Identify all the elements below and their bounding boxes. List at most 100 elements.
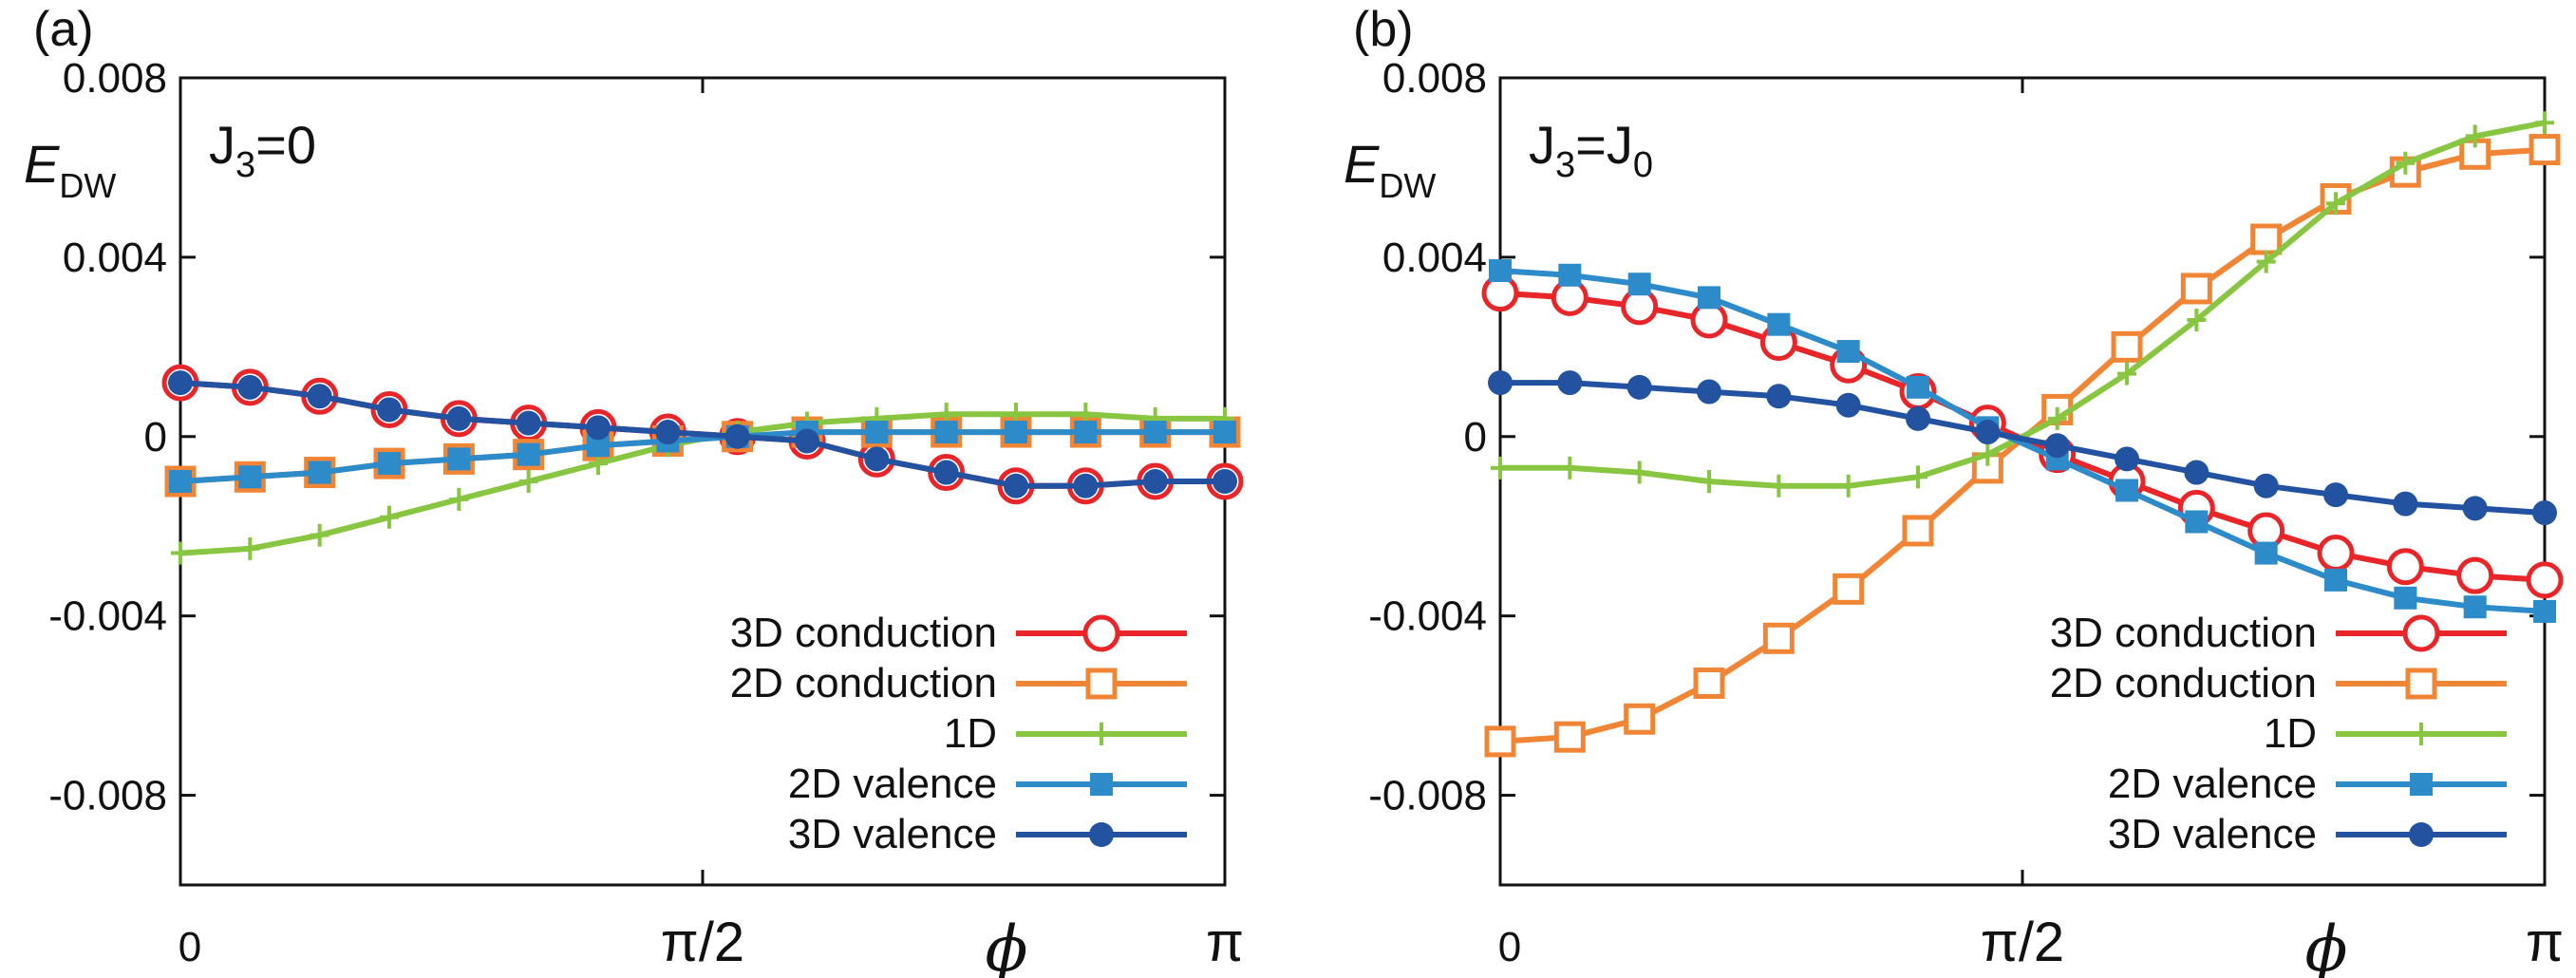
y-tick-label: 0.004 bbox=[1382, 235, 1487, 281]
data-point bbox=[2317, 535, 2355, 573]
data-point bbox=[2533, 599, 2557, 623]
legend-item: 1D bbox=[2264, 710, 2507, 757]
legend-marker bbox=[1092, 723, 1111, 745]
data-point bbox=[518, 470, 538, 493]
data-point bbox=[1902, 515, 1934, 547]
legend-label: 3D conduction bbox=[730, 610, 997, 656]
legend-label: 1D bbox=[2264, 710, 2317, 757]
legend-item: 3D conduction bbox=[2050, 610, 2507, 656]
data-point bbox=[865, 421, 889, 444]
data-point bbox=[1836, 340, 1860, 364]
data-point bbox=[2324, 568, 2348, 592]
data-point bbox=[2526, 561, 2564, 599]
data-point bbox=[307, 384, 332, 409]
data-point bbox=[933, 460, 959, 485]
data-point bbox=[2456, 556, 2494, 594]
series-line bbox=[179, 429, 1225, 484]
y-axis-label-sub: DW bbox=[59, 166, 116, 205]
data-point bbox=[2254, 541, 2278, 565]
legend-marker bbox=[2412, 723, 2431, 745]
x-tick-label: 0 bbox=[1498, 924, 1521, 970]
legend-marker bbox=[2405, 668, 2437, 700]
data-point bbox=[1558, 263, 1582, 287]
data-point bbox=[1833, 573, 1865, 605]
legend-item: 2D valence bbox=[2108, 761, 2507, 807]
data-point bbox=[1143, 421, 1167, 444]
legend-label: 3D valence bbox=[788, 811, 997, 857]
annotation-base: J bbox=[209, 115, 235, 175]
data-point bbox=[171, 541, 190, 565]
legend-item: 3D valence bbox=[788, 811, 1187, 857]
legend-item: 2D conduction bbox=[730, 660, 1187, 706]
data-point bbox=[1762, 622, 1795, 654]
data-point bbox=[517, 442, 540, 466]
y-tick-label: 0 bbox=[144, 414, 167, 461]
y-tick-label: 0.004 bbox=[63, 235, 167, 281]
series-line bbox=[179, 380, 1225, 489]
legend-label: 2D valence bbox=[2108, 761, 2317, 807]
series-3d-valence bbox=[168, 370, 1238, 498]
legend-marker bbox=[1085, 668, 1118, 700]
legend-marker bbox=[2410, 773, 2433, 796]
y-axis-label-main: E bbox=[24, 134, 60, 194]
data-point bbox=[2253, 473, 2279, 498]
legend-marker bbox=[1089, 822, 1114, 847]
data-point bbox=[1074, 421, 1098, 444]
legend-marker bbox=[1082, 614, 1120, 652]
legend-label: 2D conduction bbox=[730, 660, 997, 706]
data-point bbox=[1906, 375, 1929, 399]
data-point bbox=[1627, 273, 1651, 296]
data-point bbox=[2044, 433, 2070, 459]
data-point bbox=[1767, 312, 1791, 336]
data-point bbox=[2465, 124, 2485, 148]
y-tick-label: 0.008 bbox=[63, 55, 167, 102]
data-point bbox=[1553, 721, 1586, 753]
data-point bbox=[1908, 465, 1927, 489]
data-point bbox=[237, 374, 263, 400]
data-point bbox=[2396, 151, 2416, 175]
y-axis-label-main: E bbox=[1344, 134, 1380, 194]
y-tick-label: 0 bbox=[1464, 414, 1487, 461]
y-tick-label: -0.008 bbox=[1368, 773, 1487, 819]
data-point bbox=[1626, 374, 1652, 400]
data-point bbox=[169, 470, 192, 493]
annotation-sub: 3 bbox=[235, 145, 255, 185]
data-point bbox=[1693, 668, 1725, 699]
data-point bbox=[2529, 134, 2561, 166]
data-point bbox=[447, 447, 471, 471]
data-point bbox=[934, 421, 958, 444]
data-point bbox=[1489, 259, 1512, 283]
legend-item: 3D valence bbox=[2108, 811, 2507, 857]
data-point bbox=[1978, 442, 1998, 466]
data-point bbox=[2393, 491, 2418, 517]
legend-marker bbox=[1090, 773, 1113, 796]
legend-item: 2D valence bbox=[788, 761, 1187, 807]
data-point bbox=[2115, 446, 2140, 472]
annotation-sub2: 0 bbox=[1633, 145, 1653, 185]
legend-marker bbox=[2409, 822, 2434, 847]
x-axis-label: ϕ bbox=[986, 912, 1028, 978]
data-point bbox=[308, 461, 331, 484]
x-tick-label: π bbox=[1206, 912, 1244, 973]
series-line bbox=[1500, 380, 2546, 517]
data-point bbox=[2250, 223, 2283, 255]
data-point bbox=[1629, 461, 1649, 484]
y-axis-label: EDW bbox=[24, 134, 116, 205]
data-point bbox=[310, 523, 329, 547]
data-point bbox=[724, 423, 750, 449]
data-point bbox=[1557, 370, 1583, 396]
annotation: J3=J0 bbox=[1529, 115, 1653, 185]
x-tick-label: π bbox=[2526, 912, 2564, 973]
data-point bbox=[1769, 474, 1789, 498]
data-point bbox=[2180, 273, 2212, 305]
legend-label: 1D bbox=[944, 710, 997, 757]
data-point bbox=[446, 405, 472, 431]
data-point bbox=[516, 410, 541, 436]
annotation-rest: =0 bbox=[255, 115, 316, 175]
data-point bbox=[2115, 479, 2139, 502]
plot-frame bbox=[1498, 76, 2547, 887]
